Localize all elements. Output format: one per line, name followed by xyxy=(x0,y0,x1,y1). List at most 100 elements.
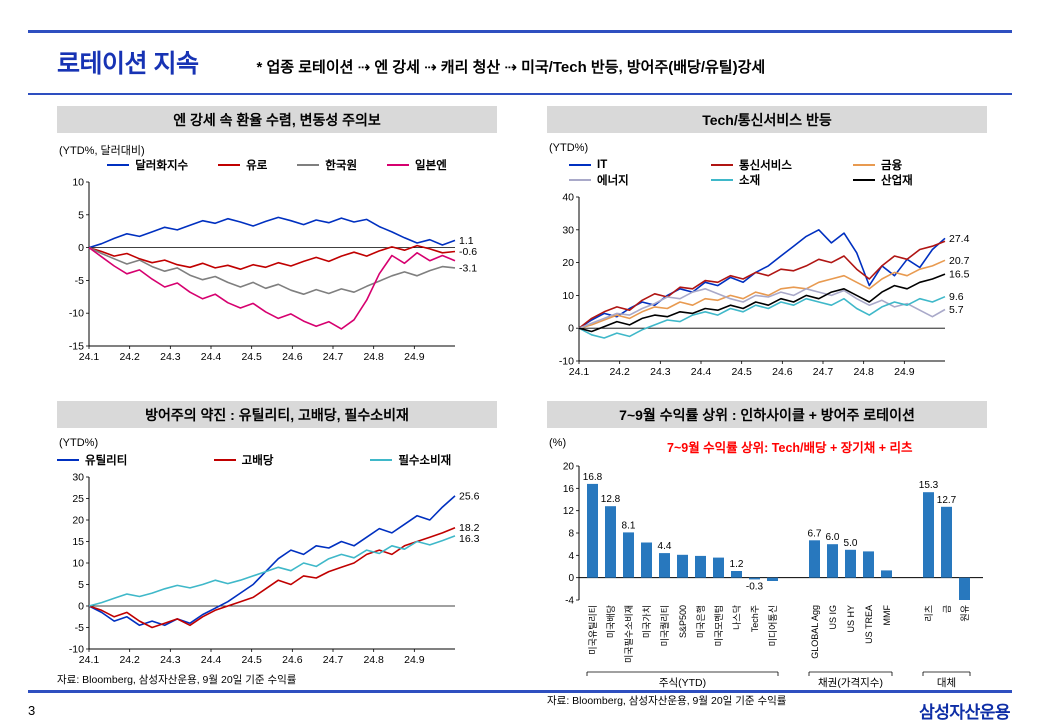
bottom-rule xyxy=(28,690,1012,693)
svg-text:24.8: 24.8 xyxy=(363,654,384,666)
svg-text:5.0: 5.0 xyxy=(844,538,858,549)
panel-returns-chart-top: (%) 7~9월 수익률 상위: Tech/배당 + 장기채 + 리츠 xyxy=(547,434,987,455)
legend-swatch xyxy=(387,163,410,166)
svg-text:미국필수소비재: 미국필수소비재 xyxy=(623,605,634,663)
svg-text:0: 0 xyxy=(568,573,574,584)
svg-text:10: 10 xyxy=(562,290,574,302)
svg-text:6.7: 6.7 xyxy=(808,528,822,539)
page-subtitle: * 업종 로테이션 ⇢ 엔 강세 ⇢ 캐리 청산 ⇢ 미국/Tech 반등, 방… xyxy=(256,59,766,76)
svg-text:24.7: 24.7 xyxy=(323,654,344,666)
legend-item: 에너지 xyxy=(569,172,681,188)
svg-text:US IG: US IG xyxy=(828,605,838,630)
svg-text:25: 25 xyxy=(72,493,84,505)
panel-fx-title: 엔 강세 속 환율 수렴, 변동성 주의보 xyxy=(57,106,497,133)
legend-swatch xyxy=(213,458,236,461)
top-rule xyxy=(28,30,1012,33)
svg-text:20: 20 xyxy=(562,257,574,269)
svg-text:-5: -5 xyxy=(75,622,84,634)
svg-text:24.3: 24.3 xyxy=(160,654,181,666)
panel-sectors: Tech/통신서비스 반등 (YTD%) IT 통신서비스 금융 에너지 소재 산업재 4… xyxy=(547,106,987,381)
panel-defensives-chart-top: (YTD%) xyxy=(57,434,497,452)
svg-text:미디어통신: 미디어통신 xyxy=(768,605,778,646)
panel-defensives: 방어주의 약진 : 유틸리티, 고배당, 필수소비재 (YTD%) 유틸리티 고배… xyxy=(57,401,497,708)
page-title: 로테이션 지속 xyxy=(57,50,199,78)
sectors-legend: IT 통신서비스 금융 에너지 소재 산업재 xyxy=(547,157,987,187)
defensives-source-note: 자료: Bloomberg, 삼성자산운용, 9월 20일 기준 수익률 xyxy=(57,674,297,686)
panel-sectors-title: Tech/통신서비스 반등 xyxy=(547,106,987,133)
returns-annotation: 7~9월 수익률 상위: Tech/배당 + 장기채 + 리츠 xyxy=(667,441,913,455)
svg-text:15: 15 xyxy=(72,536,84,548)
fx-axis-unit-label: (YTD%, 달러대비) xyxy=(59,145,145,157)
svg-text:8.1: 8.1 xyxy=(622,520,636,531)
svg-text:GLOBAL Agg: GLOBAL Agg xyxy=(810,605,820,659)
svg-text:5.7: 5.7 xyxy=(949,304,964,316)
svg-text:-10: -10 xyxy=(559,356,574,368)
svg-text:12.8: 12.8 xyxy=(601,494,621,505)
svg-text:원유: 원유 xyxy=(960,605,970,622)
svg-text:30: 30 xyxy=(562,224,574,236)
legend-swatch xyxy=(370,458,393,461)
svg-text:24.8: 24.8 xyxy=(853,366,874,378)
svg-text:24.9: 24.9 xyxy=(404,654,425,666)
panel-returns-title: 7~9월 수익률 상위 : 인하사이클 + 방어주 로테이션 xyxy=(547,401,987,428)
svg-text:MMF: MMF xyxy=(882,605,892,626)
svg-text:24.9: 24.9 xyxy=(894,366,915,378)
svg-text:-0.3: -0.3 xyxy=(746,581,764,592)
svg-text:채권(가격지수): 채권(가격지수) xyxy=(818,676,883,689)
returns-source-note: 자료: Bloomberg, 삼성자산운용, 9월 20일 기준 수익률 xyxy=(547,695,787,707)
svg-text:8: 8 xyxy=(568,529,574,540)
svg-text:1.1: 1.1 xyxy=(459,235,474,247)
svg-text:0: 0 xyxy=(78,242,84,254)
svg-text:US HY: US HY xyxy=(846,605,856,633)
svg-text:-10: -10 xyxy=(69,308,84,320)
svg-text:16.3: 16.3 xyxy=(459,533,480,545)
legend-swatch xyxy=(218,163,241,166)
svg-text:9.6: 9.6 xyxy=(949,291,964,303)
svg-text:-0.6: -0.6 xyxy=(459,246,477,258)
svg-text:24.9: 24.9 xyxy=(404,351,425,363)
legend-item: 일본엔 xyxy=(387,157,447,173)
svg-text:-15: -15 xyxy=(69,341,84,353)
svg-text:24.8: 24.8 xyxy=(363,351,384,363)
company-logo: 삼성자산운용 xyxy=(919,703,1010,720)
svg-text:30: 30 xyxy=(72,472,84,484)
svg-text:-4: -4 xyxy=(565,596,574,607)
svg-text:24.5: 24.5 xyxy=(731,366,752,378)
svg-text:18.2: 18.2 xyxy=(459,522,480,534)
footer: 3 삼성자산운용 xyxy=(28,698,1010,720)
svg-text:-3.1: -3.1 xyxy=(459,262,477,274)
legend-item: 유로 xyxy=(218,157,267,173)
defensives-axis-unit-label: (YTD%) xyxy=(59,437,99,449)
svg-text:24.7: 24.7 xyxy=(813,366,834,378)
legend-swatch xyxy=(853,163,875,166)
svg-text:24.3: 24.3 xyxy=(160,351,181,363)
svg-text:미국모멘텀: 미국모멘텀 xyxy=(713,605,724,646)
svg-text:24.4: 24.4 xyxy=(201,654,222,666)
legend-item: 금융 xyxy=(853,157,965,173)
svg-text:24.4: 24.4 xyxy=(201,351,222,363)
legend-item: 산업재 xyxy=(853,172,965,188)
svg-text:미국유틸리티: 미국유틸리티 xyxy=(588,605,598,655)
legend-item: 한국원 xyxy=(297,157,357,173)
title-rule xyxy=(28,93,1012,95)
legend-swatch xyxy=(107,163,130,166)
svg-text:미국가치: 미국가치 xyxy=(641,605,652,638)
legend-item: IT xyxy=(569,159,681,171)
svg-text:4: 4 xyxy=(568,551,574,562)
svg-text:나스닥: 나스닥 xyxy=(732,605,742,630)
svg-text:24.2: 24.2 xyxy=(119,654,140,666)
panel-returns: 7~9월 수익률 상위 : 인하사이클 + 방어주 로테이션 (%) 7~9월 … xyxy=(547,401,987,708)
svg-text:4.4: 4.4 xyxy=(658,541,672,552)
legend-item: 달러화지수 xyxy=(107,157,188,173)
panel-defensives-title: 방어주의 약진 : 유틸리티, 고배당, 필수소비재 xyxy=(57,401,497,428)
svg-text:0: 0 xyxy=(568,323,574,335)
svg-text:24.7: 24.7 xyxy=(323,351,344,363)
svg-text:금: 금 xyxy=(942,605,952,613)
svg-text:24.4: 24.4 xyxy=(691,366,712,378)
svg-text:24.2: 24.2 xyxy=(119,351,140,363)
svg-text:20: 20 xyxy=(72,515,84,527)
svg-text:24.2: 24.2 xyxy=(609,366,630,378)
svg-text:S&P500: S&P500 xyxy=(678,605,688,638)
